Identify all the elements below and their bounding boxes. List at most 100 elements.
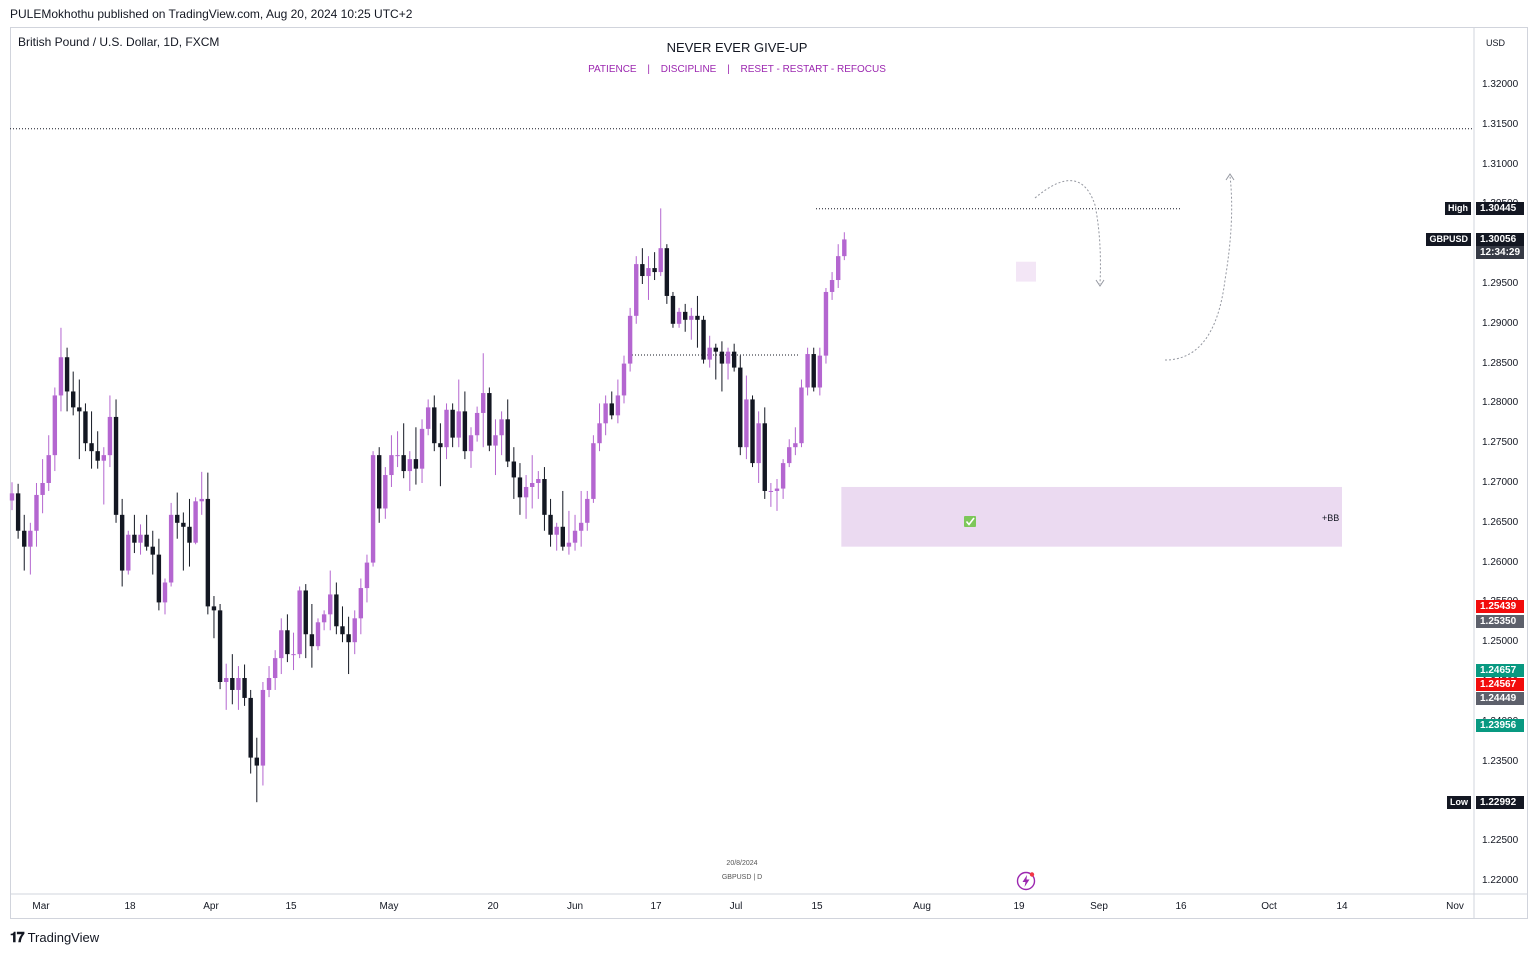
candle [554, 522, 559, 551]
candle [370, 451, 376, 567]
candle-body [670, 295, 676, 324]
demand-zone [841, 486, 1342, 547]
candle-body [138, 534, 143, 543]
candle-body [725, 351, 731, 364]
candle-body [413, 459, 419, 469]
candle-body [805, 354, 810, 388]
candle-body [150, 546, 155, 555]
candle [321, 610, 327, 631]
candle [530, 455, 535, 509]
price-tick: 1.27000 [1482, 477, 1519, 488]
motto-line: PATIENCE | DISCIPLINE | RESET - RESTART … [0, 64, 1474, 75]
candle [462, 391, 468, 460]
candle [474, 406, 480, 442]
candle [670, 291, 676, 328]
candle-body [487, 393, 492, 446]
price-tick: 1.31000 [1482, 158, 1519, 170]
candle [713, 343, 718, 380]
motto-reset: RESET - RESTART - REFOCUS [740, 64, 886, 75]
price-tick: 1.29000 [1482, 317, 1519, 329]
candle [774, 479, 780, 511]
motto-separator: | [727, 64, 730, 75]
candle [285, 614, 290, 663]
candle-body [505, 419, 510, 462]
high-price-badge: 1.30445 [1476, 202, 1524, 215]
candle [683, 303, 688, 332]
candle-body [334, 594, 339, 627]
candle [829, 272, 835, 300]
candle-body [132, 534, 137, 543]
projection-arrow-down [1034, 180, 1101, 285]
candle-body [530, 483, 535, 487]
candle-body [719, 351, 725, 364]
candle [762, 407, 767, 499]
candle [627, 307, 633, 372]
lightning-icon[interactable] [1016, 871, 1036, 891]
candle [578, 490, 584, 547]
low-tag: Low [1447, 796, 1471, 809]
candle-body [175, 514, 180, 523]
candle-body [603, 403, 608, 424]
candle [523, 475, 529, 519]
candle [738, 355, 743, 456]
candle-body [493, 435, 498, 446]
candle [83, 403, 88, 452]
candle-body [689, 315, 694, 320]
price-tick: 1.28500 [1482, 357, 1519, 369]
currency-label[interactable]: USD [1486, 38, 1506, 48]
motto-separator: | [647, 64, 650, 75]
chart-watermark: 20/8/2024 GBPUSD | D [700, 857, 784, 885]
candle [291, 632, 296, 671]
candle-body [646, 268, 651, 277]
candle [505, 399, 510, 468]
projection-arrow-down-head [1095, 279, 1105, 287]
candle [585, 490, 590, 531]
candle [266, 666, 272, 698]
price-tick: 1.31500 [1482, 118, 1519, 130]
candle-body [780, 463, 786, 489]
candle [46, 435, 51, 491]
candle-body [823, 291, 829, 356]
candle-body [572, 530, 578, 543]
tradingview-logo[interactable]: 𝟏𝟕 TradingView [10, 929, 99, 946]
candle-body [517, 477, 523, 498]
candle-body [364, 562, 370, 589]
candle-body [432, 407, 437, 444]
candle-body [119, 514, 125, 571]
candle-body [676, 311, 682, 324]
candle [836, 244, 841, 288]
candle-body [707, 347, 712, 360]
price-tick: 1.26000 [1482, 556, 1519, 568]
candle-body [774, 488, 780, 491]
candle [444, 403, 449, 460]
candle [113, 399, 119, 523]
candle-body [658, 248, 663, 273]
watermark-date: 20/8/2024 [726, 860, 758, 867]
candle-body [236, 678, 241, 690]
last-price-badge: 1.30056 [1476, 233, 1524, 246]
time-tick: 17 [650, 901, 662, 912]
price-tick: 1.27500 [1482, 437, 1519, 449]
candle-body [474, 412, 480, 436]
candle-body [578, 522, 584, 531]
candle-body [744, 399, 749, 448]
candle-body [756, 423, 761, 464]
candle [181, 512, 186, 571]
candle-body [750, 399, 755, 464]
candle-body [407, 459, 412, 472]
candle [279, 618, 284, 675]
candle-body [621, 363, 627, 396]
candle [205, 472, 211, 615]
candle [707, 335, 712, 368]
countdown-badge: 12:34:29 [1476, 246, 1524, 259]
candle-body [456, 411, 461, 438]
candle [621, 355, 627, 404]
time-tick: 15 [285, 901, 297, 912]
candle-body [793, 443, 798, 448]
candle [566, 510, 572, 555]
candle-body [95, 451, 100, 461]
candle [64, 347, 70, 412]
level-price-badge: 1.24449 [1476, 692, 1524, 705]
candle [340, 606, 345, 643]
